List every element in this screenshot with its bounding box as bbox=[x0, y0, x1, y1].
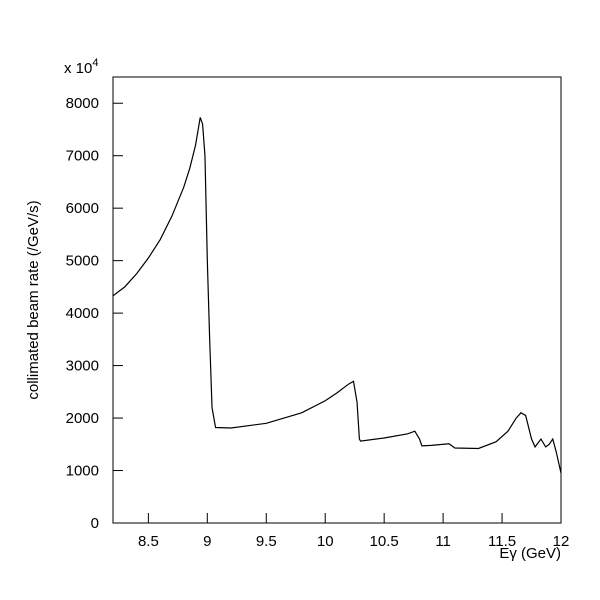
data-line bbox=[112, 117, 562, 474]
y-tick-label: 3000 bbox=[66, 358, 99, 375]
y-multiplier-base: x 10 bbox=[64, 60, 92, 77]
y-multiplier-exponent: 4 bbox=[92, 57, 98, 69]
x-tick-label: 11 bbox=[435, 533, 451, 550]
y-tick-label: 1000 bbox=[66, 463, 99, 480]
x-tick-label: 9.5 bbox=[256, 533, 277, 550]
y-axis-label: collimated beam rate (/GeV/s) bbox=[25, 200, 42, 399]
y-tick-label: 6000 bbox=[66, 200, 99, 217]
x-axis-label: Eγ (GeV) bbox=[499, 545, 561, 562]
y-tick-label: 7000 bbox=[66, 148, 99, 165]
x-tick-label: 8.5 bbox=[138, 533, 159, 550]
y-tick-label: 0 bbox=[91, 515, 99, 532]
x-tick-label: 10 bbox=[317, 533, 334, 550]
y-tick-label: 4000 bbox=[66, 305, 99, 322]
x-tick-label: 11.5 bbox=[488, 533, 516, 550]
x-tick-label: 10.5 bbox=[370, 533, 399, 550]
y-tick-label: 8000 bbox=[66, 95, 99, 112]
x-tick-label: 12 bbox=[553, 533, 570, 550]
plot-frame bbox=[112, 76, 562, 524]
x-tick-label: 9 bbox=[203, 533, 211, 550]
y-tick-label: 2000 bbox=[66, 410, 99, 427]
y-tick-label: 5000 bbox=[66, 253, 99, 270]
y-multiplier: x 104 bbox=[64, 57, 98, 77]
